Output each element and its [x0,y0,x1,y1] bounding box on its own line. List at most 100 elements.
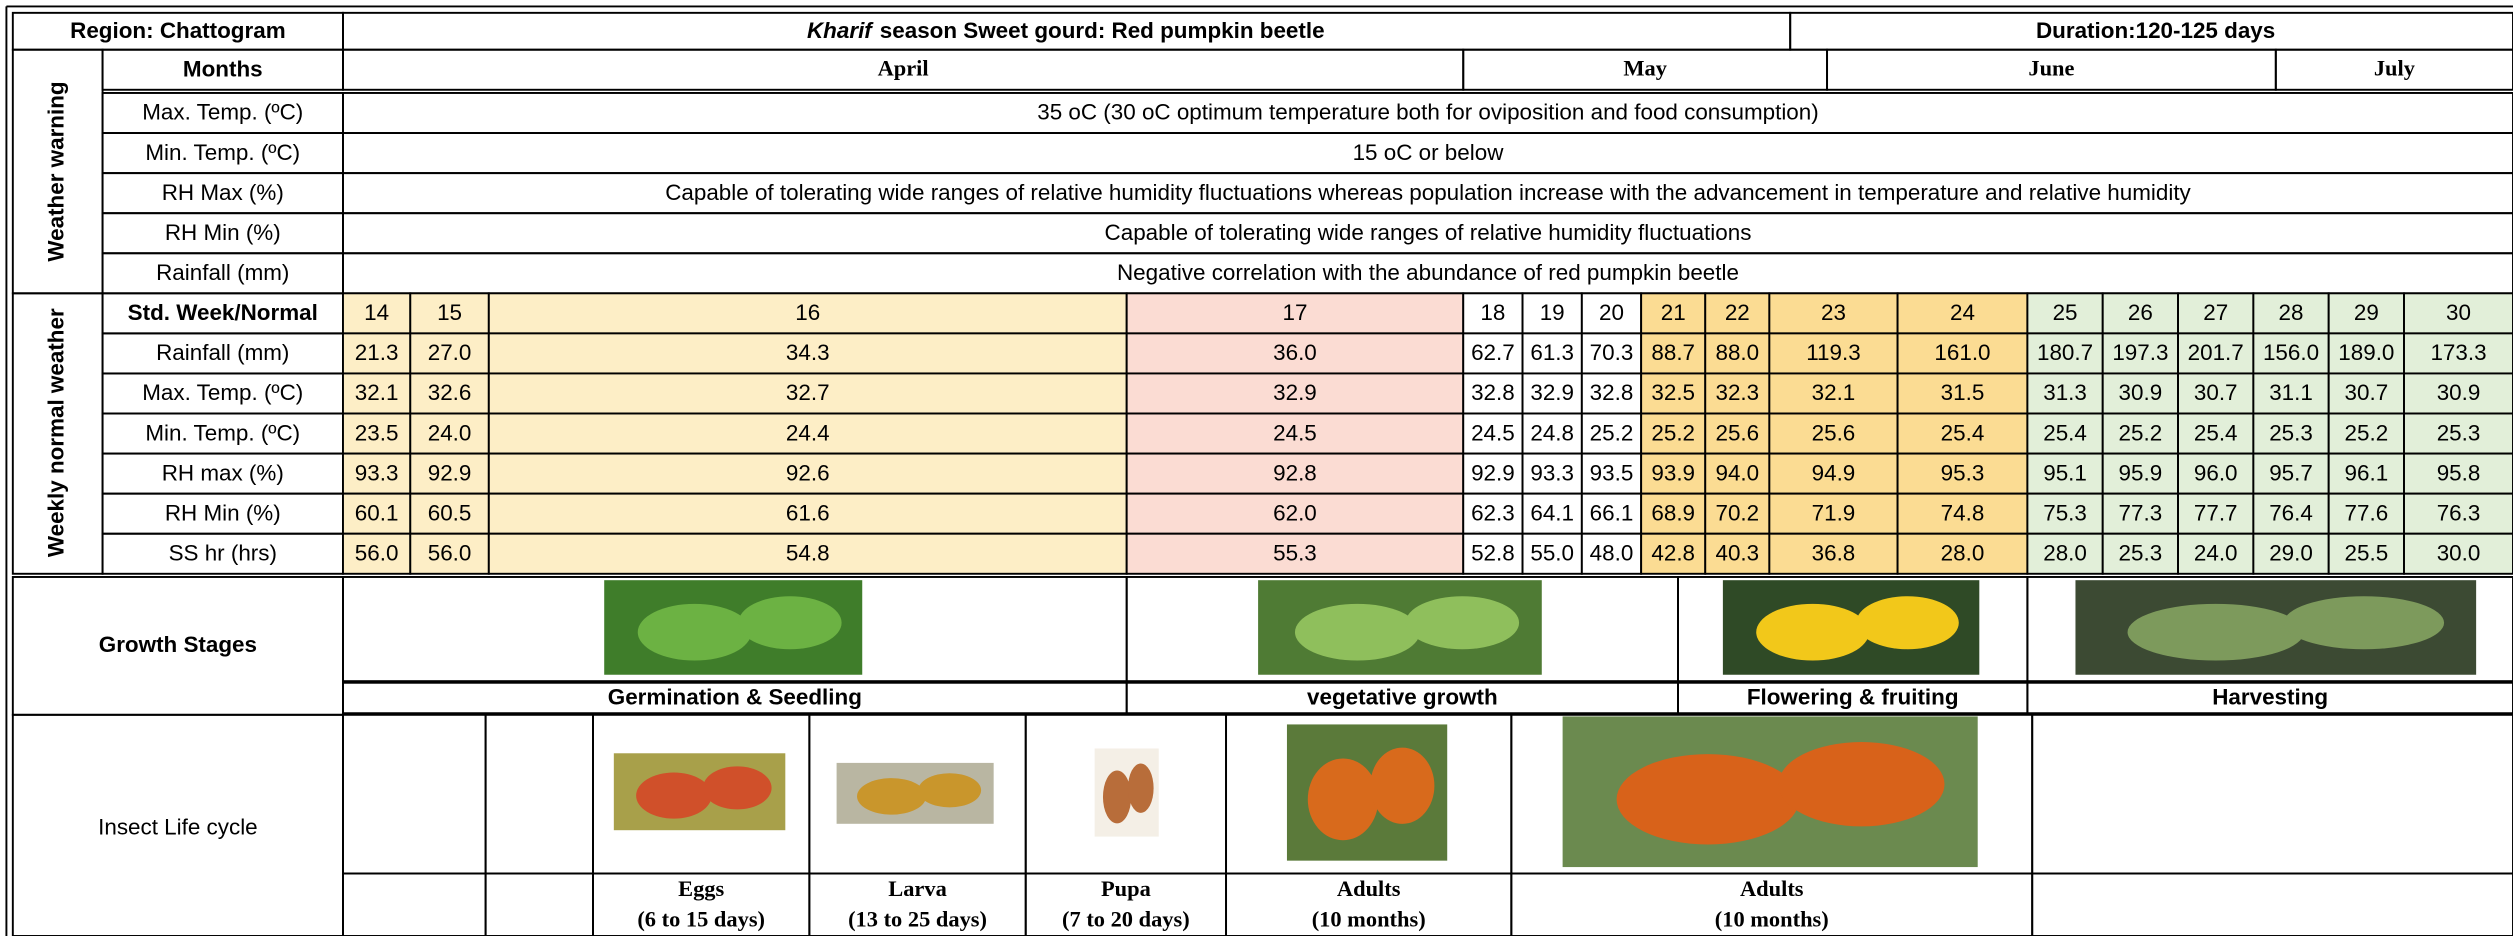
week-value: 34.3 [786,340,830,365]
week-value: 24.5 [1471,420,1515,445]
week-value: 161.0 [1934,340,1990,365]
week-value: 32.8 [1471,380,1515,405]
week-value: 32.1 [1812,380,1856,405]
week-value: 60.5 [428,500,472,525]
week-value: 36.0 [1273,340,1317,365]
week-value: 32.8 [1590,380,1634,405]
month: June [2028,56,2074,81]
stage-name: Pupa [1101,876,1151,901]
stage-duration: (6 to 15 days) [637,907,765,932]
stage-duration: (10 months) [1312,907,1426,932]
week-value: 197.3 [2112,340,2168,365]
week-value: 32.9 [1273,380,1317,405]
week-value: 189.0 [2338,340,2394,365]
week: 30 [2446,300,2471,325]
growth-stage: Harvesting [2212,685,2328,710]
photo-detail [1856,596,1959,649]
photo-detail [638,604,752,661]
week-value: 71.9 [1812,500,1856,525]
week: 29 [2354,300,2379,325]
week-value: 95.7 [2269,460,2313,485]
row-label: Min. Temp. (ºC) [145,140,300,165]
photo-detail [1308,758,1379,840]
week-value: 92.9 [428,460,472,485]
week-value: 25.5 [2345,540,2389,565]
week-value: 30.9 [2119,380,2163,405]
week: 27 [2203,300,2228,325]
photo-detail [1778,742,1944,826]
week: 18 [1480,300,1505,325]
week: 16 [795,300,820,325]
week-value: 54.8 [786,540,830,565]
week-value: 119.3 [1806,340,1860,365]
week-header: Std. Week/Normal [128,300,318,325]
stage-duration: (7 to 20 days) [1062,907,1190,932]
row-label: Max. Temp. (ºC) [142,380,303,405]
photo-detail [1617,754,1800,844]
week-value: 95.3 [1941,460,1985,485]
crop-calendar: Region: ChattogramKharifseason Sweet gou… [0,0,2513,936]
week: 15 [437,300,462,325]
week-value: 24.4 [786,420,830,445]
week-value: 48.0 [1590,540,1634,565]
week-value: 25.4 [2043,420,2087,445]
week-value: 32.5 [1651,380,1695,405]
stage-name: Larva [888,876,947,901]
row-text: 15 oC or below [1353,140,1505,165]
week-value: 31.3 [2043,380,2087,405]
week-value: 94.9 [1812,460,1856,485]
week-value: 21.3 [355,340,399,365]
week-value: 31.1 [2269,380,2313,405]
week-value: 32.1 [355,380,399,405]
week-value: 56.0 [355,540,399,565]
week-value: 25.2 [1590,420,1634,445]
week-value: 25.3 [2119,540,2163,565]
week-value: 31.5 [1941,380,1985,405]
week-value: 30.7 [2345,380,2389,405]
section-label: Insect Life cycle [98,815,258,840]
week-value: 75.3 [2043,500,2087,525]
week-value: 74.8 [1941,500,1985,525]
week-value: 93.9 [1651,460,1695,485]
week-value: 27.0 [428,340,472,365]
week-value: 25.2 [1651,420,1695,445]
week: 28 [2279,300,2304,325]
week-value: 55.0 [1530,540,1574,565]
week-value: 29.0 [2269,540,2313,565]
week-value: 28.0 [1941,540,1985,565]
photo-detail [738,596,841,649]
row-text: Negative correlation with the abundance … [1117,260,1739,285]
week-value: 77.6 [2345,500,2389,525]
week: 25 [2053,300,2078,325]
week-value: 42.8 [1651,540,1695,565]
row-text: Capable of tolerating wide ranges of rel… [665,180,2191,205]
growth-stage: Germination & Seedling [608,685,862,710]
week: 19 [1540,300,1565,325]
week-value: 23.5 [355,420,399,445]
month: April [878,56,929,81]
week-value: 24.5 [1273,420,1317,445]
stage-duration: (10 months) [1715,907,1829,932]
week-value: 96.0 [2194,460,2238,485]
week: 21 [1661,300,1686,325]
week-value: 56.0 [428,540,472,565]
months-label: Months [183,56,263,81]
week-value: 30.7 [2194,380,2238,405]
week: 20 [1599,300,1624,325]
row-text: Capable of tolerating wide ranges of rel… [1105,220,1752,245]
month: May [1623,56,1667,81]
week-value: 61.3 [1530,340,1574,365]
stage-name: Eggs [678,876,724,901]
row-label: SS hr (hrs) [169,540,277,565]
photo-detail [1756,604,1869,661]
week-value: 40.3 [1715,540,1759,565]
week-value: 92.9 [1471,460,1515,485]
week-value: 52.8 [1471,540,1515,565]
stage-duration: (13 to 25 days) [848,907,987,932]
title-rest: season Sweet gourd: Red pumpkin beetle [880,18,1325,43]
week-value: 25.2 [2345,420,2389,445]
growth-stage: vegetative growth [1307,685,1498,710]
photo-detail [1295,604,1420,661]
week-value: 156.0 [2263,340,2319,365]
